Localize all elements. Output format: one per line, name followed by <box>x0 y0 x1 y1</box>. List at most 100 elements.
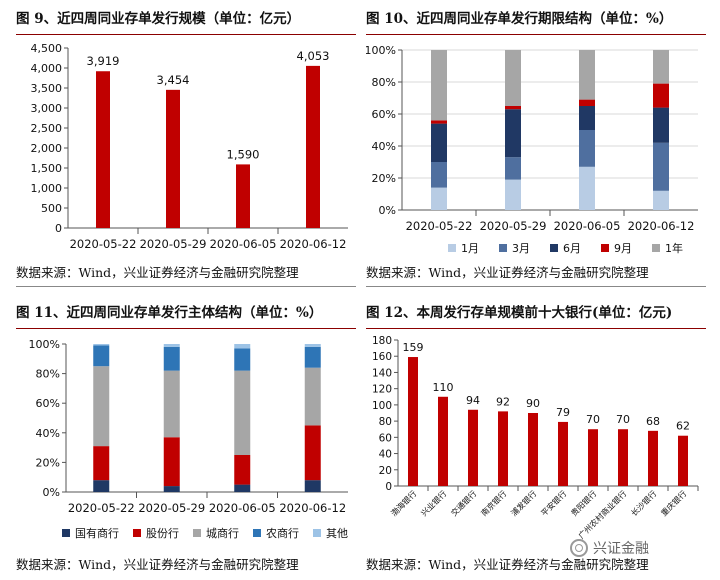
stack-segment <box>234 455 251 485</box>
legend-label: 9月 <box>614 242 632 255</box>
stack-segment <box>93 480 110 492</box>
y-tick-label: 160 <box>372 351 392 363</box>
x-tick-label: 重庆银行 <box>659 488 689 518</box>
legend-label: 农商行 <box>266 526 299 540</box>
stack-segment <box>505 109 521 158</box>
x-tick-label: 平安银行 <box>539 488 569 518</box>
title-rule <box>366 328 706 329</box>
stack-segment <box>93 366 110 447</box>
bar <box>408 357 418 486</box>
source-note: 数据来源：Wind，兴业证券经济与金融研究院整理 <box>16 557 299 572</box>
legend-swatch <box>448 244 456 252</box>
bar <box>236 164 250 228</box>
bar <box>528 413 538 486</box>
legend-label: 6月 <box>563 242 581 255</box>
stack-segment <box>304 344 321 347</box>
data-label: 1,590 <box>227 147 260 161</box>
data-label: 94 <box>466 394 480 407</box>
y-tick-label: 100% <box>29 338 60 351</box>
stacked-bar-chart-tenor: 0% 20% 40% 60% 80% 100% 2020-05-22 2020-05-29 20… <box>366 44 698 255</box>
data-label: 4,053 <box>297 49 330 63</box>
stacked-bar-chart-issuer: 0% 20% 40% 60% 80% 100% 2020-05-22 2020-05-29 20… <box>29 338 348 540</box>
data-label: 68 <box>646 415 660 428</box>
bar <box>558 421 568 486</box>
stack-segment <box>234 344 251 349</box>
legend-swatch <box>193 529 201 537</box>
y-tick-label: 140 <box>372 367 392 379</box>
stack-segment <box>653 142 669 191</box>
bar <box>306 65 320 228</box>
data-label: 159 <box>403 341 424 354</box>
stack-segment <box>304 346 321 368</box>
y-tick-label: 60 <box>379 432 392 444</box>
stack-segment <box>579 50 595 100</box>
stack-segment <box>234 484 251 492</box>
x-tick-label: 2020-06-12 <box>280 237 347 251</box>
legend-swatch <box>62 529 70 537</box>
x-tick-label: 2020-05-22 <box>68 501 135 515</box>
stack-segment <box>234 348 251 371</box>
y-tick-label: 0 <box>55 222 62 235</box>
title-rule <box>16 34 356 35</box>
y-tick-label: 100% <box>366 44 396 57</box>
legend-swatch <box>133 529 141 537</box>
legend-label: 股份行 <box>146 527 179 540</box>
x-tick-label: 2020-06-12 <box>279 501 346 515</box>
y-tick-label: 60% <box>372 108 396 121</box>
y-tick-label: 1,500 <box>31 162 63 175</box>
source-note: 数据来源：Wind，兴业证券经济与金融研究院整理 <box>16 265 299 280</box>
stack-segment <box>653 83 669 108</box>
stack-segment <box>505 179 521 210</box>
x-tick-label: 渤海银行 <box>389 488 419 518</box>
stack-segment <box>653 190 669 210</box>
x-tick-label: 2020-06-05 <box>209 501 276 515</box>
stack-segment <box>93 446 110 481</box>
data-label: 90 <box>526 397 540 410</box>
chart-title: 图 12、本周发行存单规模前十大银行(单位：亿元) <box>366 305 673 321</box>
y-tick-label: 1,000 <box>31 182 63 195</box>
y-tick-label: 20% <box>372 172 396 185</box>
y-tick-label: 3,500 <box>31 82 63 95</box>
watermark-text: 兴证金融 <box>593 541 649 557</box>
y-tick-label: 500 <box>41 202 62 215</box>
data-label: 3,454 <box>157 73 190 87</box>
legend-swatch <box>550 244 558 252</box>
bar-chart-issuance-scale: 0 500 1,000 1,500 2,000 2,500 3,000 3,500 4,000 4… <box>31 42 348 251</box>
y-tick-label: 0% <box>43 486 60 499</box>
chart-panel-issuer-structure: 图 11、近四周同业存单发行主体结构（单位：%） 0% 20% 40% 60% 80% 1… <box>16 302 356 574</box>
y-tick-label: 100 <box>372 400 392 412</box>
stack-segment <box>304 425 321 481</box>
stack-segment <box>163 370 180 438</box>
data-label: 70 <box>586 413 600 426</box>
bar <box>588 429 598 486</box>
legend-label: 国有商行 <box>75 526 119 540</box>
legend-label: 1年 <box>665 241 683 255</box>
source-note: 数据来源：Wind，兴业证券经济与金融研究院整理 <box>366 265 649 280</box>
x-tick-label: 2020-06-12 <box>628 219 695 233</box>
bar <box>498 411 508 486</box>
x-tick-label: 2020-05-29 <box>480 219 547 233</box>
stack-segment <box>505 157 521 180</box>
stack-segment <box>579 166 595 210</box>
source-note: 数据来源：Wind，兴业证券经济与金融研究院整理 <box>366 557 649 572</box>
bar <box>96 71 110 228</box>
y-tick-label: 2,500 <box>31 122 63 135</box>
x-tick-label: 交通银行 <box>449 488 479 518</box>
y-tick-label: 20 <box>379 465 392 477</box>
stack-segment <box>431 162 447 188</box>
y-tick-label: 20% <box>36 456 60 469</box>
bar <box>618 429 628 486</box>
wechat-icon <box>570 539 588 557</box>
y-tick-label: 4,000 <box>31 62 63 75</box>
stack-segment <box>431 50 447 121</box>
x-tick-label: 2020-05-29 <box>140 237 207 251</box>
bar <box>648 430 658 486</box>
y-tick-label: 80% <box>36 368 60 381</box>
chart-title: 图 11、近四周同业存单发行主体结构（单位：%） <box>16 305 323 321</box>
chart-panel-issuance-scale: 图 9、近四周同业存单发行规模（单位：亿元） 0 500 1,000 1,500 2,0… <box>16 8 356 288</box>
bar-chart-top10-banks: 0 20 40 60 80 100 120 140 160 180 159 渤海银行 110 兴业银行 94… <box>372 335 699 541</box>
data-label: 110 <box>433 381 454 394</box>
y-tick-label: 0 <box>385 481 392 493</box>
stack-segment <box>431 120 447 124</box>
x-tick-label: 兴业银行 <box>419 488 449 518</box>
